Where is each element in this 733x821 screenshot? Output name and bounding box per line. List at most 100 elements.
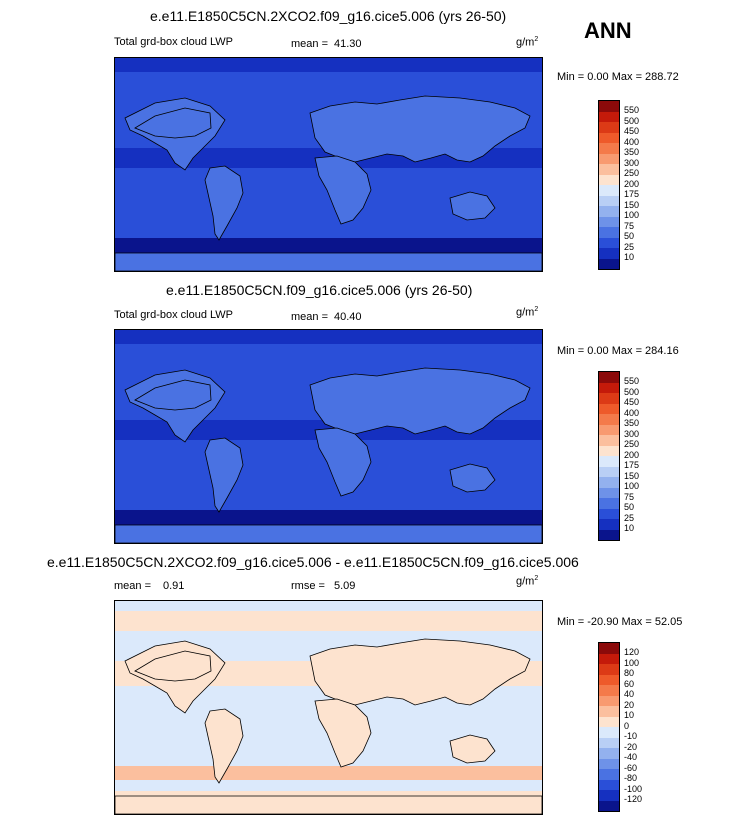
colorbar-swatch [599, 674, 619, 685]
colorbar-label: 120 [624, 647, 640, 657]
colorbar-swatch [599, 111, 619, 122]
colorbar-swatch [599, 706, 619, 717]
panel1-title: e.e11.E1850C5CN.2XCO2.f09_g16.cice5.006 … [150, 8, 507, 24]
panel2-mean-value: 40.40 [334, 311, 362, 323]
colorbar-label: -120 [624, 794, 643, 804]
colorbar-label: 100 [624, 657, 640, 668]
panel3-minmax: Min = -20.90 Max = 52.05 [557, 616, 683, 628]
colorbar-label: 175 [624, 460, 640, 470]
colorbar-swatch [599, 685, 619, 696]
colorbar-label: -80 [624, 773, 638, 783]
panel2-minmax: Min = 0.00 Max = 284.16 [557, 345, 679, 357]
colorbar-swatch [599, 132, 619, 143]
colorbar-label: 300 [624, 157, 640, 168]
colorbar-swatch [599, 519, 619, 530]
colorbar-label: -20 [624, 741, 638, 752]
colorbar-swatch [599, 748, 619, 759]
colorbar-swatch [599, 727, 619, 738]
panel2-colorbar [598, 371, 620, 541]
panel3-map [114, 600, 543, 815]
colorbar-swatch [599, 122, 619, 133]
panel2-mean-label: mean = [291, 311, 328, 323]
colorbar-swatch [599, 737, 619, 748]
colorbar-swatch [599, 206, 619, 217]
colorbar-swatch [599, 258, 619, 269]
colorbar-swatch [599, 653, 619, 664]
colorbar-swatch [599, 174, 619, 185]
colorbar-swatch [599, 498, 619, 509]
colorbar-swatch [599, 143, 619, 154]
colorbar-swatch [599, 164, 619, 175]
colorbar-label: 75 [624, 220, 635, 231]
colorbar-label: 350 [624, 418, 640, 428]
colorbar-label: 400 [624, 136, 640, 147]
colorbar-swatch [599, 227, 619, 238]
colorbar-label: 80 [624, 668, 635, 678]
season-label: ANN [584, 18, 632, 43]
colorbar-swatch [599, 643, 619, 654]
colorbar-swatch [599, 195, 619, 206]
colorbar-swatch [599, 529, 619, 540]
colorbar-label: 10 [624, 523, 635, 533]
colorbar-swatch [599, 216, 619, 227]
colorbar-label: 400 [624, 407, 640, 418]
colorbar-label: 150 [624, 470, 640, 481]
panel1-map [114, 57, 543, 272]
colorbar-swatch [599, 435, 619, 446]
colorbar-label: 25 [624, 241, 635, 252]
panel1-mean-value: 41.30 [334, 38, 362, 50]
colorbar-swatch [599, 695, 619, 706]
colorbar-swatch [599, 424, 619, 435]
colorbar-swatch [599, 779, 619, 790]
colorbar-label: 450 [624, 397, 640, 407]
colorbar-swatch [599, 237, 619, 248]
panel3-rmse-label: rmse = [291, 580, 325, 592]
panel2-map [114, 329, 543, 544]
panel3-colorbar [598, 642, 620, 812]
colorbar-swatch [599, 153, 619, 164]
panel2-title: e.e11.E1850C5CN.f09_g16.cice5.006 (yrs 2… [166, 282, 473, 298]
colorbar-label: 60 [624, 678, 635, 689]
colorbar-label: -40 [624, 752, 638, 762]
panel1-unit: g/m2 [516, 36, 539, 49]
panel1-mean-label: mean = [291, 38, 328, 50]
colorbar-label: 500 [624, 386, 640, 397]
colorbar-label: 100 [624, 210, 640, 220]
colorbar-swatch [599, 248, 619, 259]
colorbar-label: 500 [624, 115, 640, 126]
panel3-mean-value: 0.91 [163, 580, 185, 592]
colorbar-label: 10 [624, 252, 635, 262]
colorbar-swatch [599, 466, 619, 477]
colorbar-label: 550 [624, 105, 640, 115]
colorbar-swatch [599, 414, 619, 425]
panel3-unit: g/m2 [516, 575, 539, 588]
colorbar-label: -60 [624, 762, 638, 773]
colorbar-swatch [599, 382, 619, 393]
colorbar-label: 40 [624, 689, 635, 699]
colorbar-label: 200 [624, 449, 640, 460]
colorbar-swatch [599, 372, 619, 383]
colorbar-label: 350 [624, 147, 640, 157]
panel1-variable: Total grd-box cloud LWP [114, 36, 234, 48]
colorbar-label: -10 [624, 731, 638, 741]
panel1-minmax: Min = 0.00 Max = 288.72 [557, 71, 679, 83]
colorbar-swatch [599, 508, 619, 519]
colorbar-swatch [599, 185, 619, 196]
panel3-title: e.e11.E1850C5CN.2XCO2.f09_g16.cice5.006 … [47, 554, 579, 570]
colorbar-label: 0 [624, 720, 630, 731]
colorbar-label: 20 [624, 699, 635, 710]
colorbar-label: 25 [624, 512, 635, 523]
colorbar-label: 50 [624, 502, 635, 512]
colorbar-label: 450 [624, 126, 640, 136]
colorbar-swatch [599, 445, 619, 456]
panel2-variable: Total grd-box cloud LWP [114, 309, 234, 321]
colorbar-label: 250 [624, 168, 640, 178]
colorbar-label: 150 [624, 199, 640, 210]
colorbar-swatch [599, 403, 619, 414]
panel3-mean-label: mean = [114, 580, 151, 592]
colorbar-label: 550 [624, 376, 640, 386]
colorbar-label: 200 [624, 178, 640, 189]
colorbar-label: 50 [624, 231, 635, 241]
colorbar-label: 10 [624, 710, 635, 720]
colorbar-swatch [599, 477, 619, 488]
